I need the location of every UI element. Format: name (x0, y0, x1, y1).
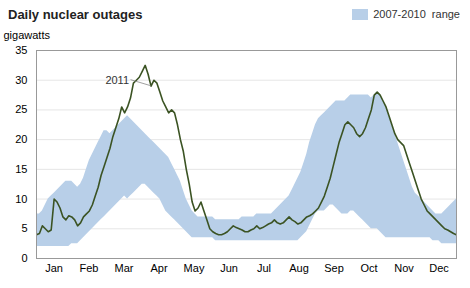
svg-text:20: 20 (15, 133, 27, 145)
svg-text:Jul: Jul (257, 262, 271, 274)
svg-text:May: May (184, 262, 205, 274)
svg-text:Sep: Sep (324, 262, 344, 274)
svg-text:Aug: Aug (289, 262, 309, 274)
html-text:Daily nuclear outages: Daily nuclear outages (8, 6, 143, 22)
svg-text:Nov: Nov (394, 262, 414, 274)
svg-text:gigawatts: gigawatts (4, 29, 51, 41)
svg-text:Jan: Jan (45, 262, 63, 274)
svg-text:Dec: Dec (429, 262, 449, 274)
svg-text:Apr: Apr (150, 262, 167, 274)
svg-text:10: 10 (15, 193, 27, 205)
svg-text:35: 35 (15, 44, 27, 56)
svg-text:15: 15 (15, 163, 27, 175)
svg-text:25: 25 (15, 103, 27, 115)
html-text:2007-2010 range: 2007-2010 range (373, 8, 460, 20)
svg-text:Feb: Feb (80, 262, 99, 274)
svg-text:30: 30 (15, 74, 27, 86)
svg-text:0: 0 (21, 252, 27, 264)
svg-text:Mar: Mar (115, 262, 134, 274)
svg-text:Jun: Jun (220, 262, 238, 274)
svg-text:Oct: Oct (360, 262, 377, 274)
svg-text:2011: 2011 (105, 74, 129, 86)
svg-text:5: 5 (21, 222, 27, 234)
